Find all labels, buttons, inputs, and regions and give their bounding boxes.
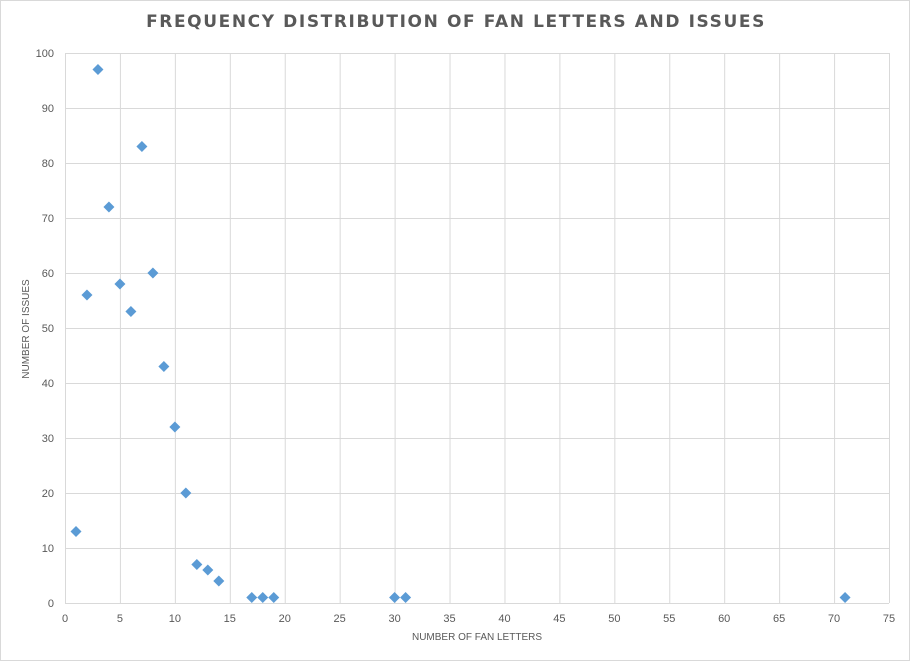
x-tick-label: 0 bbox=[62, 613, 68, 625]
y-tick-label: 30 bbox=[42, 433, 54, 445]
data-point bbox=[136, 141, 148, 152]
data-point bbox=[213, 575, 225, 587]
data-point bbox=[114, 278, 126, 290]
x-tick-label: 60 bbox=[718, 613, 730, 625]
y-tick-label: 90 bbox=[42, 103, 54, 115]
x-tick-label: 35 bbox=[443, 613, 455, 625]
y-tick-label: 10 bbox=[42, 543, 54, 555]
data-point bbox=[125, 306, 137, 317]
y-tick-label: 50 bbox=[42, 323, 54, 335]
data-points bbox=[70, 64, 851, 603]
x-tick-label: 30 bbox=[388, 613, 400, 625]
y-tick-label: 0 bbox=[48, 598, 54, 610]
data-point bbox=[70, 526, 82, 537]
x-tick-label: 45 bbox=[553, 613, 565, 625]
x-tick-label: 20 bbox=[279, 613, 291, 625]
data-point bbox=[246, 592, 258, 603]
data-point bbox=[257, 592, 269, 603]
data-point bbox=[400, 592, 412, 603]
data-point bbox=[191, 559, 203, 570]
y-tick-label: 80 bbox=[42, 158, 54, 170]
y-tick-label: 40 bbox=[42, 378, 54, 390]
data-point bbox=[202, 564, 214, 576]
x-axis-title: NUMBER OF FAN LETTERS bbox=[412, 632, 542, 643]
data-point bbox=[169, 421, 181, 433]
data-point bbox=[839, 592, 851, 603]
y-tick-label: 60 bbox=[42, 268, 54, 280]
y-axis-title: NUMBER OF ISSUES bbox=[21, 279, 32, 379]
y-tick-label: 20 bbox=[42, 488, 54, 500]
data-point bbox=[81, 289, 93, 301]
data-point bbox=[389, 592, 401, 603]
y-axis-ticks: 0 10 20 30 40 50 60 70 80 90 100 bbox=[36, 48, 54, 610]
x-tick-label: 40 bbox=[498, 613, 510, 625]
y-tick-label: 100 bbox=[36, 48, 54, 60]
data-point bbox=[147, 267, 159, 279]
x-tick-label: 15 bbox=[224, 613, 236, 625]
x-tick-label: 10 bbox=[169, 613, 181, 625]
x-tick-label: 25 bbox=[334, 613, 346, 625]
x-axis-ticks: 0 5 10 15 20 25 30 35 40 45 50 55 60 65 70 75 bbox=[62, 613, 895, 625]
data-point bbox=[158, 361, 170, 372]
data-point bbox=[180, 487, 192, 499]
gridlines bbox=[65, 53, 890, 604]
x-tick-label: 5 bbox=[117, 613, 123, 625]
x-tick-label: 70 bbox=[828, 613, 840, 625]
x-tick-label: 75 bbox=[883, 613, 895, 625]
y-tick-label: 70 bbox=[42, 213, 54, 225]
x-tick-label: 65 bbox=[773, 613, 785, 625]
x-tick-label: 50 bbox=[608, 613, 620, 625]
x-tick-label: 55 bbox=[663, 613, 675, 625]
data-point bbox=[268, 592, 280, 603]
data-point bbox=[103, 201, 115, 213]
chart-title: FREQUENCY DISTRIBUTION OF FAN LETTERS AN… bbox=[146, 12, 766, 32]
data-point bbox=[92, 64, 104, 75]
